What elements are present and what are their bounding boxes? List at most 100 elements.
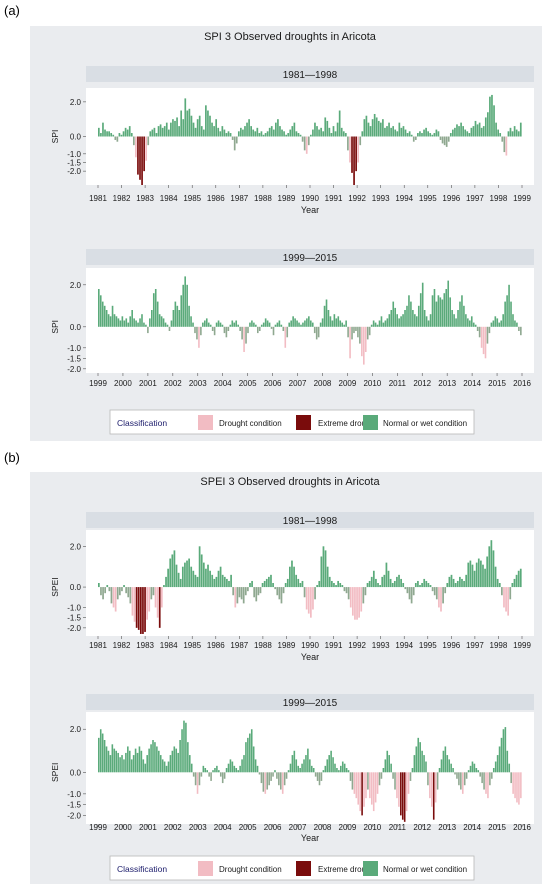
y-tick-label: -1.5	[67, 158, 81, 167]
bar	[335, 318, 338, 327]
bar	[102, 587, 104, 600]
bar	[294, 318, 296, 327]
bar	[152, 740, 154, 773]
x-axis-label: Year	[301, 652, 319, 662]
bar	[452, 768, 454, 773]
bar	[327, 310, 330, 327]
bar	[310, 765, 313, 773]
x-tick-label: 1997	[466, 194, 484, 203]
bar	[328, 127, 331, 137]
bar	[121, 587, 123, 592]
x-tick-label: 1989	[278, 641, 296, 650]
x-tick-label: 1986	[207, 194, 225, 203]
bar	[308, 316, 310, 327]
y-axis-label: SPI	[50, 130, 60, 144]
bar	[379, 122, 382, 137]
bar	[339, 583, 342, 588]
bar	[289, 763, 292, 773]
bar	[454, 127, 456, 137]
bar	[489, 772, 491, 786]
bar	[312, 587, 314, 610]
bar	[99, 295, 102, 327]
bar	[353, 136, 355, 185]
bar	[310, 587, 312, 618]
bar	[482, 126, 485, 137]
bar	[247, 326, 249, 334]
x-tick-label: 1992	[348, 194, 366, 203]
x-tick-label: 2002	[164, 379, 182, 388]
bar	[221, 772, 224, 784]
bar	[353, 326, 355, 334]
bar	[188, 755, 191, 773]
bar	[130, 133, 133, 137]
bar	[356, 587, 358, 620]
bar	[135, 587, 138, 628]
bar	[371, 119, 374, 137]
bar	[439, 136, 442, 140]
bar	[410, 587, 413, 604]
bar	[236, 587, 239, 604]
bar	[403, 772, 406, 822]
bar	[456, 772, 458, 779]
bar	[472, 322, 475, 327]
bar	[98, 127, 100, 137]
x-tick-label: 2012	[413, 379, 431, 388]
bar	[315, 326, 318, 340]
bar	[239, 326, 241, 331]
bar	[114, 136, 117, 140]
bar	[411, 768, 414, 773]
bar	[400, 772, 402, 816]
bar	[107, 314, 110, 327]
bar	[264, 772, 267, 794]
bar	[318, 580, 321, 588]
bar	[151, 310, 153, 327]
bar	[459, 576, 461, 588]
bar	[282, 326, 285, 331]
x-tick-label: 2007	[289, 379, 307, 388]
bar	[110, 587, 113, 604]
bar	[340, 765, 342, 773]
bar	[423, 310, 426, 327]
bar	[142, 759, 145, 773]
bar	[281, 129, 283, 137]
bar	[128, 750, 131, 773]
bar	[202, 129, 205, 137]
bar	[276, 587, 279, 596]
bar	[239, 765, 241, 773]
bar	[255, 587, 258, 602]
bar	[208, 772, 210, 777]
bar	[401, 772, 404, 820]
bar	[347, 587, 350, 600]
bar	[135, 136, 137, 158]
bar	[229, 133, 232, 137]
bar	[360, 587, 363, 612]
bar	[185, 722, 187, 773]
bar	[320, 772, 323, 781]
bar	[227, 763, 230, 773]
x-tick-label: 1999	[513, 194, 531, 203]
bar	[324, 550, 327, 588]
bar	[483, 772, 485, 790]
x-tick-label: 2016	[513, 823, 531, 832]
bar	[147, 326, 149, 334]
bar	[417, 580, 419, 588]
bar	[322, 770, 325, 773]
bar	[105, 746, 108, 773]
bar	[182, 119, 185, 137]
bar	[137, 587, 140, 630]
bar	[301, 763, 303, 773]
bar	[509, 587, 512, 600]
bar	[503, 587, 505, 608]
x-tick-label: 2002	[164, 823, 182, 832]
bar	[186, 110, 189, 137]
bar	[447, 280, 450, 327]
bar	[486, 326, 489, 344]
bar	[242, 129, 244, 137]
bar	[402, 314, 404, 327]
bar	[251, 580, 253, 588]
bar	[141, 314, 143, 327]
bar	[272, 129, 275, 137]
bar	[502, 729, 505, 773]
x-tick-label: 2011	[389, 379, 407, 388]
legend-a: Classification Drought condition Extreme…	[109, 409, 475, 435]
